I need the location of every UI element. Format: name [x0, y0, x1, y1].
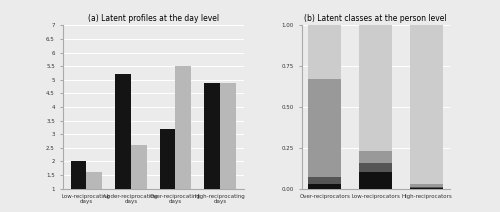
- Bar: [308, 79, 342, 177]
- Bar: [308, 177, 342, 184]
- Title: (b) Latent classes at the person level: (b) Latent classes at the person level: [304, 14, 447, 23]
- Bar: [360, 172, 392, 189]
- Bar: [308, 25, 342, 79]
- Bar: [204, 82, 220, 189]
- Bar: [86, 172, 102, 189]
- Bar: [410, 188, 444, 189]
- Title: (a) Latent profiles at the day level: (a) Latent profiles at the day level: [88, 14, 219, 23]
- Bar: [410, 25, 444, 184]
- Bar: [131, 145, 146, 189]
- Bar: [360, 163, 392, 172]
- Bar: [160, 129, 176, 189]
- Bar: [116, 74, 131, 189]
- Bar: [410, 187, 444, 188]
- Bar: [70, 162, 86, 189]
- Bar: [360, 25, 392, 151]
- Bar: [360, 151, 392, 163]
- Bar: [220, 82, 236, 189]
- Bar: [176, 66, 191, 189]
- Bar: [308, 184, 342, 189]
- Bar: [410, 184, 444, 187]
